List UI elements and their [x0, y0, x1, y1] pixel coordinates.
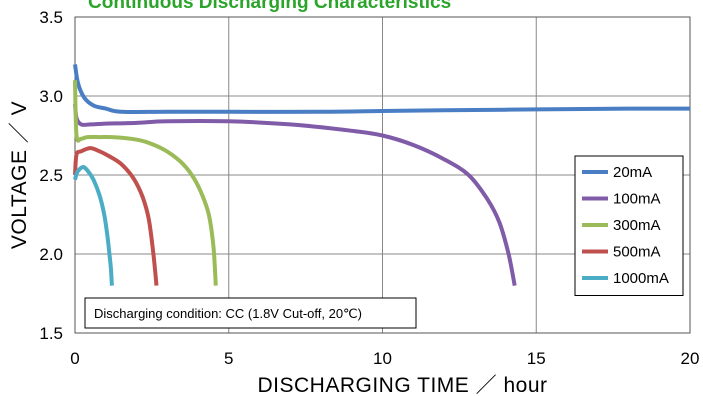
series-line-300ma [73, 80, 218, 286]
x-axis-label: DISCHARGING TIME ／ hour [258, 374, 548, 396]
y-tick-labels: 1.5 2.0 2.5 3.0 3.5 [39, 8, 63, 343]
legend-label-1000ma: 1000mA [613, 270, 669, 287]
legend: 20mA 100mA 300mA 500mA 1000mA [574, 155, 684, 296]
legend-label-500ma: 500mA [613, 244, 661, 261]
series-line-1000ma [73, 165, 114, 286]
x-tick-label: 15 [527, 349, 546, 368]
x-tick-label: 0 [70, 349, 79, 368]
series-layer [73, 64, 691, 286]
x-tick-label: 5 [224, 349, 233, 368]
legend-label-300ma: 300mA [613, 217, 661, 234]
y-tick-label: 3.5 [39, 8, 63, 27]
y-tick-label: 1.5 [39, 324, 63, 343]
x-tick-label: 10 [373, 349, 392, 368]
series-line-100ma [73, 103, 517, 286]
y-tick-label: 2.5 [39, 166, 63, 185]
chart-title: Continuous Discharging Characteristics [88, 0, 451, 13]
legend-label-20ma: 20mA [613, 164, 652, 181]
y-tick-label: 2.0 [39, 245, 63, 264]
y-tick-label: 3.0 [39, 87, 63, 106]
legend-label-100ma: 100mA [613, 191, 661, 208]
condition-note-text: Discharging condition: CC (1.8V Cut-off,… [94, 306, 362, 321]
condition-note: Discharging condition: CC (1.8V Cut-off,… [84, 297, 417, 329]
series-line-20ma [73, 64, 691, 115]
condition-note-box [84, 297, 417, 329]
y-axis-label: VOLTAGE ／ V [8, 101, 31, 249]
x-tick-labels: 0 5 10 15 20 [70, 349, 699, 368]
x-tick-label: 20 [681, 349, 700, 368]
series-line-500ma [73, 146, 159, 286]
